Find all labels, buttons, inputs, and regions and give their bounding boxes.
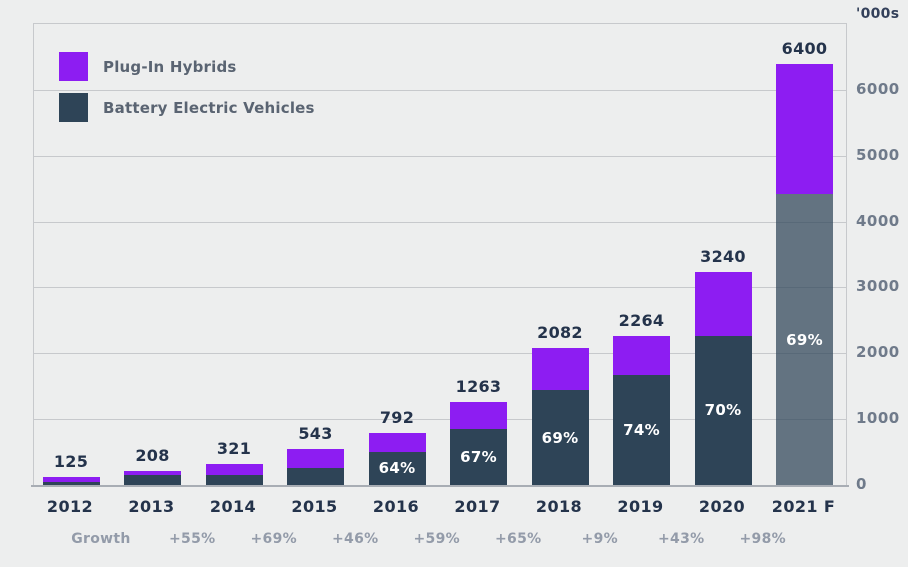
bar-total-label: 792 xyxy=(379,407,415,427)
bar-total-label: 543 xyxy=(298,424,333,444)
segment-plug-in-hybrids xyxy=(776,63,833,195)
segment-plug-in-hybrids xyxy=(613,335,670,375)
growth-value-6: +43% xyxy=(658,531,705,547)
growth-value-4: +65% xyxy=(495,531,542,547)
bev-share-label: 70% xyxy=(704,401,742,420)
y-tick-4000: 4000 xyxy=(856,211,900,230)
segment-battery-electric-vehicles: 69% xyxy=(531,390,589,485)
gridline-2000 xyxy=(34,353,846,355)
segment-plug-in-hybrids xyxy=(124,471,181,475)
segment-plug-in-hybrids xyxy=(287,449,344,468)
y-tick-2000: 2000 xyxy=(856,343,900,362)
gridline-1000 xyxy=(34,419,846,421)
legend-swatch-icon xyxy=(59,93,88,122)
bar-2021-f: 69% 6400 xyxy=(776,39,833,485)
growth-value-3: +59% xyxy=(413,531,460,547)
year-label-2017: 2017 xyxy=(454,497,501,516)
segment-plug-in-hybrids xyxy=(531,347,589,391)
growth-value-5: +9% xyxy=(581,531,618,547)
year-label-2021-f: 2021 F xyxy=(771,497,836,516)
bar-2018: 69% 2082 xyxy=(531,323,589,485)
bar-2012: 125 xyxy=(42,452,100,485)
bar-total-label: 1263 xyxy=(455,376,502,396)
bar-total-label: 2082 xyxy=(537,322,583,342)
bar-2015: 543 xyxy=(287,424,344,485)
bev-share-label: 67% xyxy=(460,448,497,467)
legend-item-0: Plug-In Hybrids xyxy=(59,52,315,81)
year-label-2020: 2020 xyxy=(698,497,746,516)
y-tick-5000: 5000 xyxy=(856,145,900,164)
segment-plug-in-hybrids xyxy=(42,476,100,482)
y-tick-6000: 6000 xyxy=(856,79,900,98)
legend-item-1: Battery Electric Vehicles xyxy=(59,93,315,122)
gridline-3000 xyxy=(34,287,846,289)
legend: Plug-In Hybrids Battery Electric Vehicles xyxy=(59,52,315,134)
y-axis: 0 1000 2000 3000 4000 5000 6000 xyxy=(856,23,908,493)
bar-total-label: 125 xyxy=(53,451,89,471)
segment-battery-electric-vehicles: 74% xyxy=(613,374,670,485)
bar-total-label: 6400 xyxy=(781,38,828,58)
bar-total-label: 2264 xyxy=(618,310,665,330)
bar-2014: 321 xyxy=(205,439,263,485)
year-label-2012: 2012 xyxy=(46,497,94,516)
x-axis-line xyxy=(31,485,849,487)
segment-battery-electric-vehicles: 70% xyxy=(694,335,752,485)
bev-share-label: 64% xyxy=(378,459,416,478)
year-label-2019: 2019 xyxy=(617,497,664,516)
segment-plug-in-hybrids xyxy=(368,432,426,452)
growth-row: Growth +55% +69% +46% +59% +65% +9% +43% +98% xyxy=(33,531,845,551)
year-label-2016: 2016 xyxy=(372,497,420,516)
segment-battery-electric-vehicles xyxy=(205,474,263,485)
year-label-2015: 2015 xyxy=(291,497,338,516)
growth-value-7: +98% xyxy=(739,531,786,547)
year-label-2018: 2018 xyxy=(535,497,583,516)
growth-value-2: +46% xyxy=(332,531,379,547)
segment-battery-electric-vehicles: 64% xyxy=(368,451,426,485)
growth-row-header: Growth xyxy=(71,531,131,547)
segment-plug-in-hybrids xyxy=(694,271,752,336)
segment-battery-electric-vehicles: 67% xyxy=(450,429,507,485)
bev-share-label: 69% xyxy=(786,330,823,349)
x-axis-year-labels: 2012 2013 2014 2015 2016 2017 2018 2019 2020 2021… xyxy=(33,497,845,517)
growth-value-1: +69% xyxy=(250,531,297,547)
bar-total-label: 321 xyxy=(216,438,252,458)
bar-2017: 67% 1263 xyxy=(450,377,507,485)
y-axis-unit-label: '000s xyxy=(856,6,900,22)
legend-swatch-icon xyxy=(59,52,88,81)
segment-battery-electric-vehicles xyxy=(287,467,344,485)
bar-2019: 74% 2264 xyxy=(613,311,670,485)
gridline-5000 xyxy=(34,155,846,157)
bar-2016: 64% 792 xyxy=(368,408,426,485)
y-tick-3000: 3000 xyxy=(856,277,900,296)
gridline-4000 xyxy=(34,221,846,223)
year-label-2013: 2013 xyxy=(128,497,175,516)
segment-plug-in-hybrids xyxy=(205,463,263,475)
segment-battery-electric-vehicles: 69% xyxy=(776,194,833,485)
segment-plug-in-hybrids xyxy=(450,401,507,430)
y-tick-1000: 1000 xyxy=(856,409,900,428)
plot-area: 125 208 321 543 64% 792 67% 1263 69% 2082 74% 2264 7… xyxy=(31,23,849,487)
bar-2013: 208 xyxy=(124,446,181,485)
bev-share-label: 74% xyxy=(623,420,660,439)
legend-label: Battery Electric Vehicles xyxy=(103,98,315,117)
bar-2020: 70% 3240 xyxy=(694,247,752,485)
bar-total-label: 208 xyxy=(135,446,170,466)
growth-value-0: +55% xyxy=(169,531,216,547)
y-tick-0: 0 xyxy=(856,475,867,493)
segment-battery-electric-vehicles xyxy=(42,481,100,485)
segment-battery-electric-vehicles xyxy=(124,474,181,485)
bev-share-label: 69% xyxy=(541,428,579,447)
year-label-2014: 2014 xyxy=(209,497,257,516)
legend-label: Plug-In Hybrids xyxy=(103,57,237,76)
bar-total-label: 3240 xyxy=(700,246,746,266)
gridline-6000 xyxy=(34,89,846,91)
